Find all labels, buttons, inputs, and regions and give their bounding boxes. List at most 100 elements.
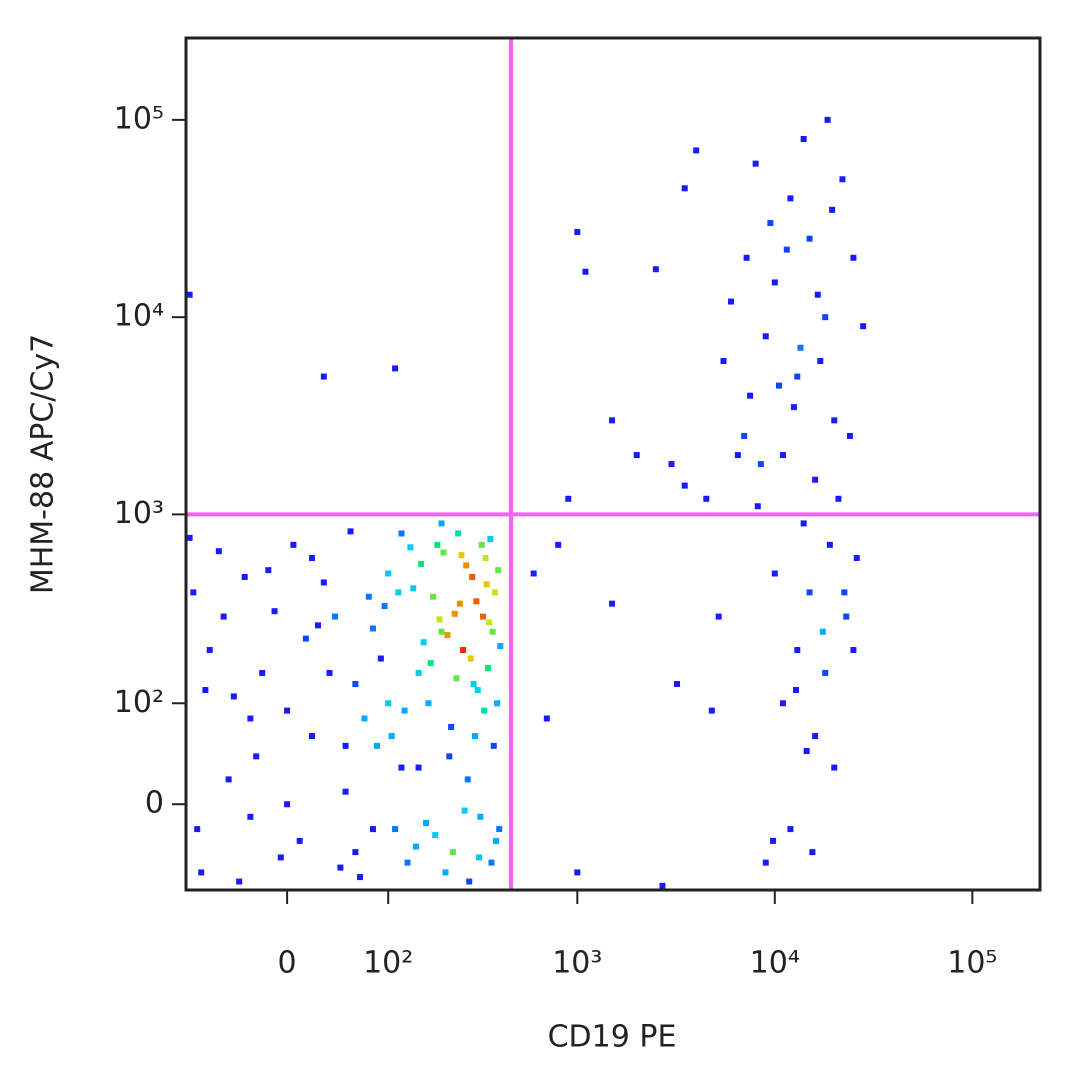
data-point <box>850 254 857 261</box>
data-point <box>824 116 831 123</box>
data-point <box>835 495 842 502</box>
data-point <box>479 613 486 620</box>
data-point <box>190 589 197 596</box>
data-point <box>831 764 838 771</box>
data-point <box>497 643 504 650</box>
data-point <box>186 534 193 541</box>
data-point <box>373 742 380 749</box>
data-point <box>652 266 659 273</box>
data-point <box>472 733 479 740</box>
data-point <box>483 581 490 588</box>
data-point <box>747 392 754 399</box>
data-point <box>352 849 359 856</box>
data-point <box>495 567 502 574</box>
data-point <box>812 733 819 740</box>
data-point <box>489 628 496 635</box>
x-tick-label: 10³ <box>552 946 602 981</box>
data-point <box>574 869 581 876</box>
data-point <box>398 530 405 537</box>
data-point <box>458 552 465 559</box>
data-point <box>398 764 405 771</box>
data-point <box>265 567 272 574</box>
data-point <box>198 869 205 876</box>
data-point <box>482 554 489 561</box>
data-point <box>453 675 460 682</box>
data-point <box>347 528 354 535</box>
data-point <box>846 432 853 439</box>
data-point <box>767 220 774 227</box>
data-point <box>418 560 425 567</box>
x-axis-label: CD19 PE <box>548 1020 677 1055</box>
data-point <box>843 613 850 620</box>
data-point <box>771 279 778 286</box>
y-tick-label: 10² <box>114 685 164 720</box>
data-point <box>448 723 455 730</box>
data-point <box>487 535 494 542</box>
data-point <box>484 664 491 671</box>
data-point <box>420 639 427 646</box>
data-point <box>236 878 243 885</box>
data-point <box>326 669 333 676</box>
data-point <box>404 859 411 866</box>
data-point <box>284 707 291 714</box>
data-point <box>743 254 750 261</box>
data-point <box>693 147 700 154</box>
data-point <box>543 715 550 722</box>
x-tick-label: 10² <box>363 946 413 981</box>
data-point <box>271 608 278 615</box>
data-point <box>850 647 857 654</box>
data-point <box>492 837 499 844</box>
y-tick-label: 10³ <box>114 496 164 531</box>
data-point <box>491 589 498 596</box>
data-point <box>467 655 474 662</box>
data-point <box>412 843 419 850</box>
data-point <box>806 235 813 242</box>
data-point <box>241 573 248 580</box>
data-point <box>320 373 327 380</box>
data-point <box>202 687 209 694</box>
data-point <box>565 495 572 502</box>
data-point <box>225 776 232 783</box>
data-point <box>463 562 470 569</box>
data-point <box>342 788 349 795</box>
data-point <box>220 613 227 620</box>
data-point <box>803 748 810 755</box>
data-point <box>446 753 453 760</box>
data-point <box>787 826 794 833</box>
data-point <box>822 314 829 321</box>
data-point <box>342 742 349 749</box>
data-point <box>800 520 807 527</box>
data-point <box>357 874 364 881</box>
data-point <box>839 176 846 183</box>
data-point <box>754 503 761 510</box>
data-point <box>388 733 395 740</box>
data-point <box>369 826 376 833</box>
data-point <box>377 655 384 662</box>
data-point <box>461 807 468 814</box>
data-point <box>476 854 483 861</box>
data-point <box>797 344 804 351</box>
data-point <box>395 589 402 596</box>
data-point <box>407 544 414 551</box>
data-point <box>496 826 503 833</box>
data-point <box>831 417 838 424</box>
data-point <box>609 417 616 424</box>
y-axis-label: MHM-88 APC/Cy7 <box>26 334 61 594</box>
data-point <box>410 585 417 592</box>
data-point <box>449 849 456 856</box>
data-point <box>477 813 484 820</box>
x-tick-label: 10⁴ <box>750 946 800 981</box>
data-point <box>757 461 764 468</box>
data-point <box>470 680 477 687</box>
data-point <box>822 669 829 676</box>
x-tick-label: 0 <box>278 946 297 981</box>
data-point <box>486 619 493 626</box>
data-point <box>361 715 368 722</box>
data-point <box>206 647 213 654</box>
data-point <box>385 570 392 577</box>
data-point <box>434 541 441 548</box>
data-point <box>708 707 715 714</box>
data-point <box>794 373 801 380</box>
data-point <box>574 229 581 236</box>
data-point <box>423 819 430 826</box>
